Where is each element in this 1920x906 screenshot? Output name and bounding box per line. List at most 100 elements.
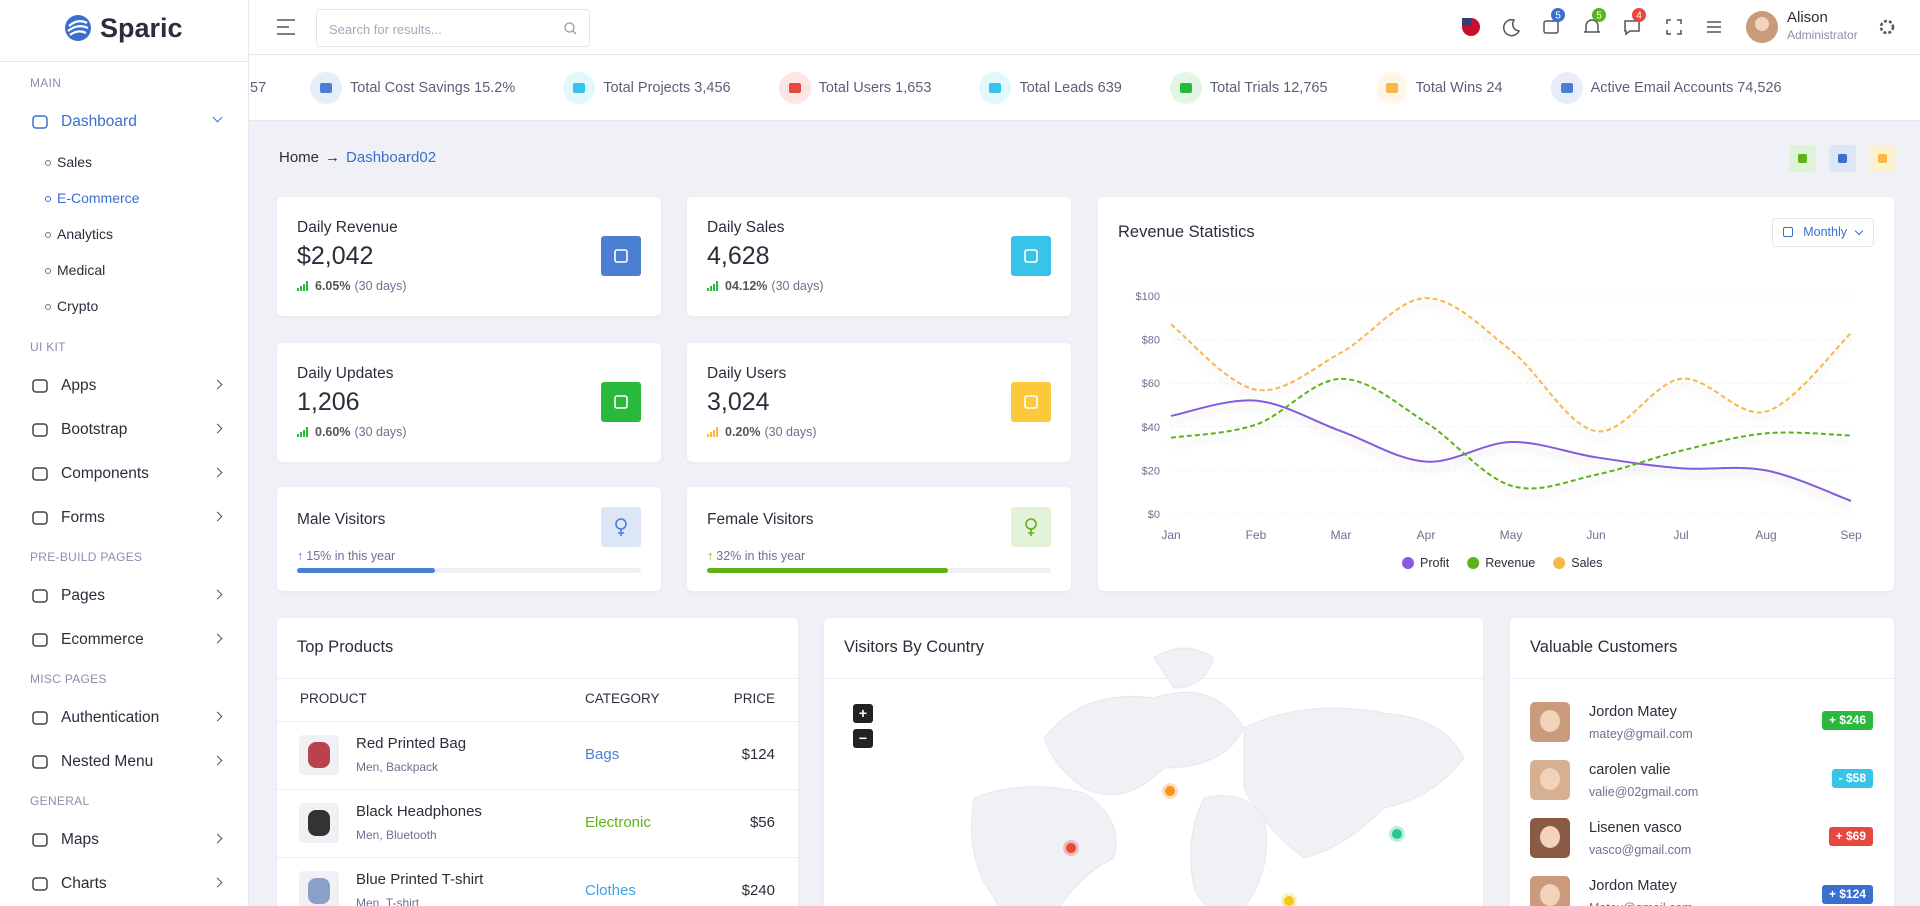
- glyph: [1025, 518, 1037, 530]
- nav-label: Nested Menu: [61, 753, 154, 770]
- logo[interactable]: Sparic: [64, 8, 183, 48]
- legend-marker: [1553, 557, 1566, 569]
- nav-item[interactable]: Nested Menu: [0, 740, 248, 784]
- cart-icon: [1543, 20, 1559, 34]
- menu-toggle[interactable]: [277, 19, 295, 35]
- icon-shape: [1560, 83, 1573, 93]
- submenu-item[interactable]: E-Commerce: [0, 180, 248, 216]
- x-tick-label: Feb: [1246, 528, 1267, 542]
- customers-card: Valuable Customers Jordon Matey matey@gmai…: [1510, 618, 1894, 906]
- trend-icon: [707, 281, 719, 291]
- badge: [1632, 8, 1646, 22]
- chevron: [212, 467, 223, 478]
- stat-card: Daily Users 3,024 0.20% (30 days): [687, 343, 1071, 462]
- nav-item[interactable]: Charts: [0, 862, 248, 906]
- trend-bar: [710, 286, 712, 291]
- legend-label: Sales: [1571, 556, 1602, 570]
- bell-icon: [1584, 19, 1600, 33]
- section-label: UI KIT: [30, 340, 66, 354]
- submenu: Sales E-Commerce Analytics Medical Crypto: [0, 144, 248, 324]
- filter-dropdown[interactable]: Monthly: [1772, 218, 1874, 247]
- legend-label: Profit: [1420, 556, 1450, 570]
- nav-item[interactable]: Maps: [0, 818, 248, 862]
- product-category[interactable]: Bags: [585, 746, 620, 763]
- progress: [707, 568, 1051, 573]
- visitor-icon: [601, 507, 641, 547]
- row-divider: [277, 721, 798, 722]
- nav-item[interactable]: Dashboard: [0, 100, 248, 144]
- action-button[interactable]: [1789, 145, 1816, 172]
- trend-icon: [297, 281, 309, 291]
- submenu-item[interactable]: Medical: [0, 252, 248, 288]
- submenu-item[interactable]: Sales: [0, 144, 248, 180]
- nav-item[interactable]: Components: [0, 452, 248, 496]
- trend-bar: [716, 281, 718, 291]
- x-tick-label: May: [1500, 528, 1523, 542]
- submenu-item[interactable]: Crypto: [0, 288, 248, 324]
- land: [1153, 647, 1215, 689]
- product-price: $124: [741, 746, 775, 763]
- submenu-item[interactable]: Analytics: [0, 216, 248, 252]
- map-marker: [1165, 786, 1175, 796]
- nav-item[interactable]: Authentication: [0, 696, 248, 740]
- nav-icon: [32, 115, 48, 129]
- action-button[interactable]: [1829, 145, 1856, 172]
- map-card: Visitors By Country + −: [824, 618, 1483, 906]
- amount-badge: + $69: [1828, 827, 1873, 846]
- badge-count: 4: [1636, 11, 1642, 22]
- visitor-card: Female Visitors ↑ 32% in this year: [687, 487, 1071, 591]
- amount-badge: + $246: [1821, 711, 1873, 730]
- icon-glyph: [615, 518, 627, 536]
- search-icon: [564, 22, 577, 35]
- breadcrumb: Home → Dashboard02: [279, 149, 436, 166]
- chevron: [212, 833, 223, 844]
- action-icon: [1878, 154, 1887, 163]
- divider: [0, 61, 248, 62]
- ticker-icon: [979, 72, 1012, 104]
- nav-icon: [32, 877, 48, 891]
- glyph: [615, 518, 627, 530]
- row-divider: [277, 789, 798, 790]
- ticker-icon: [1169, 72, 1202, 104]
- action-button[interactable]: [1869, 145, 1896, 172]
- customer-email: vasco@gmail.com: [1589, 843, 1692, 857]
- nav-item[interactable]: Bootstrap: [0, 408, 248, 452]
- stat-icon: [1011, 382, 1051, 422]
- visitor-title: Female Visitors: [707, 511, 814, 528]
- nav-item[interactable]: Ecommerce: [0, 618, 248, 662]
- stat-period: (30 days): [354, 279, 407, 293]
- product-category[interactable]: Clothes: [585, 882, 636, 899]
- badge-count: 5: [1596, 11, 1602, 22]
- breadcrumb-item[interactable]: Dashboard02: [346, 149, 437, 166]
- map-marker: [1392, 829, 1402, 839]
- zoom-button[interactable]: +: [853, 704, 873, 723]
- icon-shape: [788, 83, 801, 93]
- nav-item[interactable]: Pages: [0, 574, 248, 618]
- icon-shape: [989, 83, 1002, 93]
- fullscreen-icon: [1666, 19, 1682, 35]
- stat-change-value: 6.05%: [315, 279, 351, 293]
- ticker-label: Total Leads 639: [1019, 80, 1122, 96]
- header: Search for results... 5 5 4 Alison Administr…: [249, 0, 1920, 55]
- badge: [1592, 8, 1606, 22]
- zoom-button[interactable]: −: [853, 729, 873, 748]
- chart-card: Revenue Statistics Monthly $0 $20 $40 $60 $80 $…: [1098, 197, 1894, 591]
- legend-marker: [1402, 557, 1414, 569]
- header-icons: 5 5 4 Alison Administrator: [1462, 8, 1895, 43]
- breadcrumb-item[interactable]: Home: [279, 149, 320, 166]
- stat-change: 0.20% (30 days): [707, 425, 817, 439]
- progress: [297, 568, 641, 573]
- stat-period: (30 days): [771, 279, 824, 293]
- x-tick-label: Apr: [1417, 528, 1436, 542]
- product-category[interactable]: Electronic: [585, 814, 651, 831]
- nav-icon: [32, 511, 48, 525]
- search-input[interactable]: Search for results...: [316, 9, 590, 47]
- glyph: [1024, 395, 1038, 409]
- icon-shape: [1179, 83, 1192, 93]
- stat-value: 1,206: [297, 388, 360, 416]
- nav-item[interactable]: Apps: [0, 364, 248, 408]
- visitor-note-text: 32% in this year: [716, 549, 806, 563]
- avatar-face: [1540, 884, 1560, 906]
- nav-item[interactable]: Forms: [0, 496, 248, 540]
- product-name: Black Headphones: [356, 803, 482, 820]
